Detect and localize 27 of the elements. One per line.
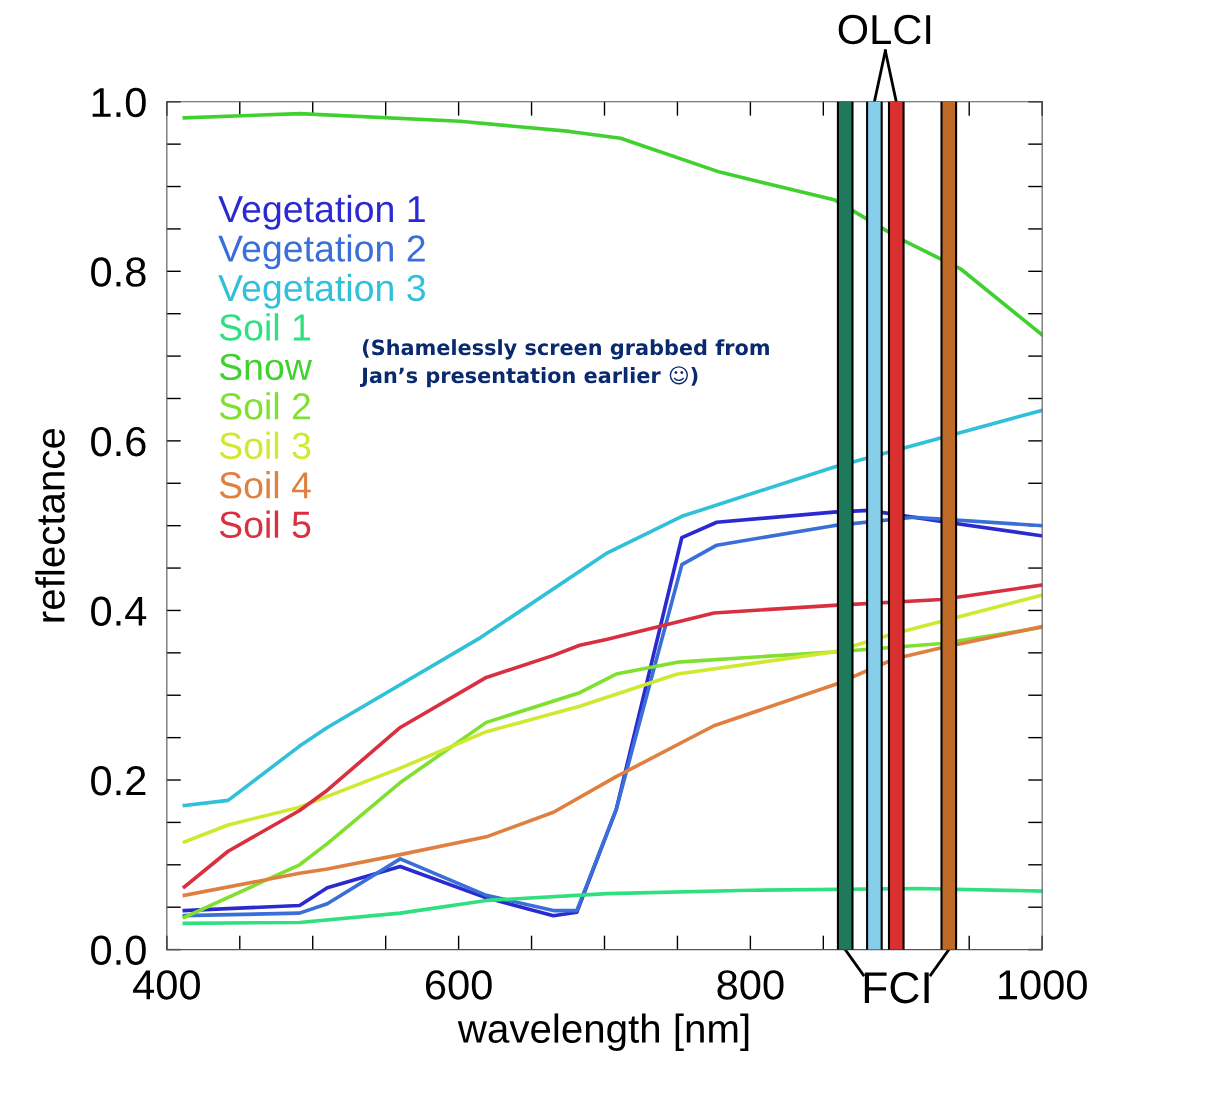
y-tick-label: 0.2 xyxy=(91,766,146,796)
y-tick-label: 0.8 xyxy=(91,257,146,287)
text: Soil 1 xyxy=(219,313,311,341)
annotation: (Shamelessly screen grabbed from Jan’s presentation earlier ☺) xyxy=(359,339,769,388)
text: FCI xyxy=(864,971,929,1004)
text: OLCI xyxy=(838,14,931,45)
y-axis-title: reflectance xyxy=(35,428,65,622)
y-tick-label: 0.0 xyxy=(91,935,146,966)
line-series xyxy=(182,886,1043,926)
text: Soil 2 xyxy=(219,392,311,420)
line-series xyxy=(182,583,1043,889)
text: Soil 3 xyxy=(219,431,311,460)
x-tick-label: 1000 xyxy=(998,970,1087,1000)
line-series xyxy=(182,593,1043,844)
x-tick-label: 800 xyxy=(717,970,784,1000)
y-tick-label: 1.0 xyxy=(92,87,146,118)
y-tick-label: 0.4 xyxy=(91,596,147,626)
x-tick-label: 600 xyxy=(425,970,492,1000)
text: Vegetation 3 xyxy=(218,273,425,309)
text: Soil 4 xyxy=(219,471,311,499)
x-axis-title: wavelength [nm] xyxy=(457,1013,749,1051)
text: Soil 5 xyxy=(219,510,311,539)
text: Snow xyxy=(219,353,312,381)
y-tick-label: 0.6 xyxy=(91,426,146,457)
x-tick-label: 400 xyxy=(133,970,200,1000)
text: Vegetation 2 xyxy=(218,234,425,270)
text: Vegetation 1 xyxy=(218,194,425,230)
